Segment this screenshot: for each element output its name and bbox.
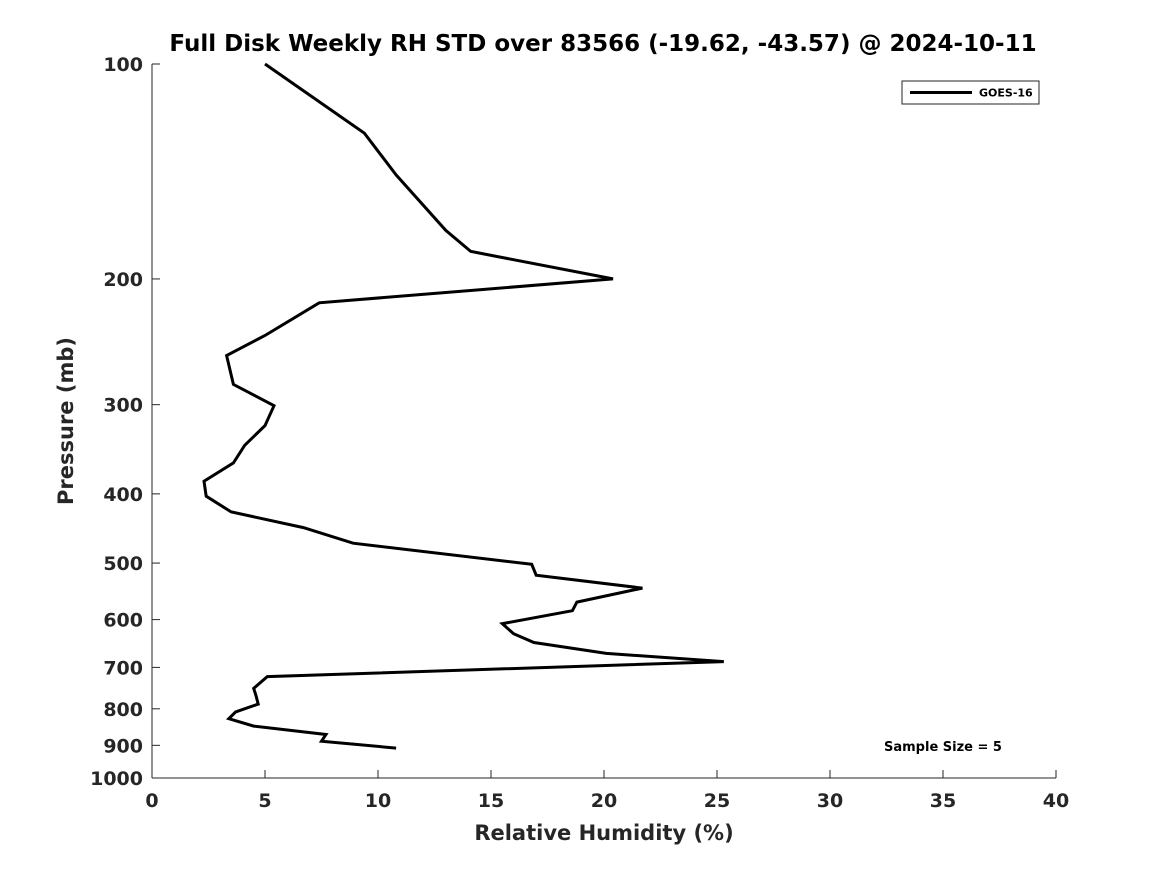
legend-label: GOES-16	[979, 87, 1033, 100]
x-axis-ticks: 0 5 10 15 20 25 30 35 40	[145, 770, 1069, 812]
y-tick-label: 700	[103, 657, 143, 679]
sample-size-annotation: Sample Size = 5	[884, 740, 1002, 755]
x-tick-label: 10	[365, 790, 391, 812]
x-tick-label: 0	[145, 790, 158, 812]
series-line-goes-16	[202, 62, 724, 750]
y-tick-label: 800	[103, 699, 143, 721]
y-tick-label: 400	[103, 484, 143, 506]
y-axis-ticks: 100 200 300 400 500 600 700 800 900 1000	[90, 54, 160, 790]
y-tick-label: 200	[103, 269, 143, 291]
y-axis-label: Pressure (mb)	[54, 337, 78, 505]
y-tick-label: 100	[103, 54, 143, 76]
x-tick-label: 35	[930, 790, 956, 812]
x-tick-label: 30	[817, 790, 843, 812]
x-tick-label: 20	[591, 790, 617, 812]
x-axis-label: Relative Humidity (%)	[474, 821, 733, 845]
plot-axes	[151, 64, 1056, 779]
x-tick-label: 40	[1043, 790, 1069, 812]
y-tick-label: 900	[103, 735, 143, 757]
legend: GOES-16	[901, 80, 1040, 105]
chart-title: Full Disk Weekly RH STD over 83566 (-19.…	[169, 31, 1036, 57]
y-tick-label: 600	[103, 610, 143, 632]
y-tick-label: 300	[103, 395, 143, 417]
x-tick-label: 5	[258, 790, 271, 812]
x-tick-label: 25	[704, 790, 730, 812]
x-tick-label: 15	[478, 790, 504, 812]
y-tick-label: 500	[103, 553, 143, 575]
y-tick-label: 1000	[90, 768, 143, 790]
